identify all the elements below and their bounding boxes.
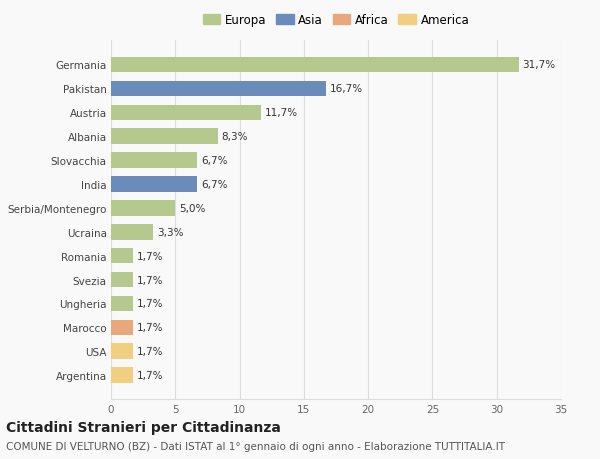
Text: 6,7%: 6,7% [201, 156, 227, 166]
Text: 1,7%: 1,7% [137, 275, 163, 285]
Bar [111, 272, 133, 288]
Bar [111, 201, 175, 216]
Bar [111, 177, 197, 192]
Bar [111, 368, 133, 383]
Bar [111, 296, 133, 312]
Bar [111, 105, 262, 121]
Text: 31,7%: 31,7% [523, 60, 556, 70]
Bar [111, 153, 197, 168]
Bar [111, 320, 133, 336]
Text: 6,7%: 6,7% [201, 179, 227, 190]
Text: 1,7%: 1,7% [137, 251, 163, 261]
Bar [111, 81, 326, 97]
Bar [111, 129, 218, 145]
Text: COMUNE DI VELTURNO (BZ) - Dati ISTAT al 1° gennaio di ogni anno - Elaborazione T: COMUNE DI VELTURNO (BZ) - Dati ISTAT al … [6, 441, 505, 451]
Text: 1,7%: 1,7% [137, 323, 163, 333]
Text: 5,0%: 5,0% [179, 203, 206, 213]
Text: 1,7%: 1,7% [137, 299, 163, 309]
Text: 11,7%: 11,7% [265, 108, 298, 118]
Legend: Europa, Asia, Africa, America: Europa, Asia, Africa, America [198, 10, 474, 32]
Text: 8,3%: 8,3% [221, 132, 248, 142]
Text: 16,7%: 16,7% [329, 84, 362, 94]
Text: Cittadini Stranieri per Cittadinanza: Cittadini Stranieri per Cittadinanza [6, 420, 281, 434]
Bar [111, 248, 133, 264]
Text: 3,3%: 3,3% [157, 227, 184, 237]
Bar [111, 344, 133, 359]
Text: 1,7%: 1,7% [137, 347, 163, 357]
Bar [111, 57, 518, 73]
Bar [111, 224, 154, 240]
Text: 1,7%: 1,7% [137, 370, 163, 381]
